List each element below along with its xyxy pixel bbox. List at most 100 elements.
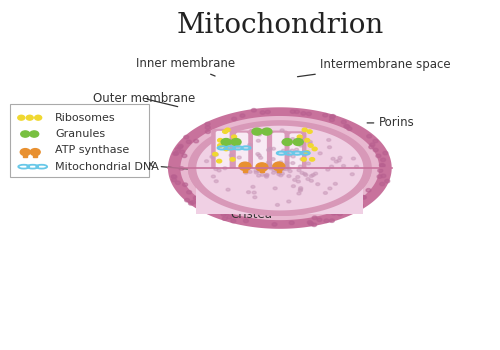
Circle shape xyxy=(248,170,252,173)
Circle shape xyxy=(276,204,280,206)
Circle shape xyxy=(294,148,298,151)
Circle shape xyxy=(272,147,276,150)
Circle shape xyxy=(260,174,264,176)
Circle shape xyxy=(221,213,226,216)
Circle shape xyxy=(334,182,338,185)
Circle shape xyxy=(260,169,264,172)
Circle shape xyxy=(256,163,268,171)
Circle shape xyxy=(297,135,302,139)
Circle shape xyxy=(254,169,258,172)
Circle shape xyxy=(264,175,268,178)
Circle shape xyxy=(362,196,366,199)
Circle shape xyxy=(282,141,286,144)
Circle shape xyxy=(214,168,218,170)
Text: Granules: Granules xyxy=(55,129,105,139)
Circle shape xyxy=(324,191,328,194)
Circle shape xyxy=(289,221,294,225)
FancyBboxPatch shape xyxy=(253,131,267,172)
Circle shape xyxy=(360,195,366,199)
Circle shape xyxy=(254,171,258,174)
Circle shape xyxy=(282,149,286,152)
Circle shape xyxy=(223,167,227,170)
Circle shape xyxy=(26,115,33,120)
Circle shape xyxy=(280,129,284,132)
Circle shape xyxy=(345,125,350,128)
Text: Porins: Porins xyxy=(367,117,415,130)
Circle shape xyxy=(30,131,38,137)
Bar xyxy=(24,152,27,156)
Circle shape xyxy=(246,191,250,194)
FancyBboxPatch shape xyxy=(248,129,272,174)
Circle shape xyxy=(330,219,334,222)
Circle shape xyxy=(244,172,248,174)
Circle shape xyxy=(317,218,322,222)
Circle shape xyxy=(205,126,210,129)
Circle shape xyxy=(20,149,30,155)
Circle shape xyxy=(225,128,230,132)
Circle shape xyxy=(173,152,178,155)
Circle shape xyxy=(237,156,241,159)
Circle shape xyxy=(286,167,290,170)
Circle shape xyxy=(194,139,198,143)
Circle shape xyxy=(276,170,280,173)
Circle shape xyxy=(290,110,295,113)
Circle shape xyxy=(252,191,256,194)
Circle shape xyxy=(257,170,261,173)
Circle shape xyxy=(274,167,278,170)
Circle shape xyxy=(260,111,265,114)
Circle shape xyxy=(328,146,332,149)
Circle shape xyxy=(226,147,230,150)
Circle shape xyxy=(268,167,272,170)
Circle shape xyxy=(291,155,295,158)
Circle shape xyxy=(221,139,231,146)
Circle shape xyxy=(252,128,262,135)
Circle shape xyxy=(277,171,281,174)
Circle shape xyxy=(369,145,374,149)
Circle shape xyxy=(218,139,222,142)
Circle shape xyxy=(297,192,301,195)
Text: Ribosomes: Ribosomes xyxy=(55,113,116,123)
Circle shape xyxy=(214,180,218,183)
Text: Outer membrane: Outer membrane xyxy=(94,92,196,107)
Circle shape xyxy=(322,113,328,117)
Circle shape xyxy=(232,135,236,139)
Circle shape xyxy=(338,156,342,159)
Circle shape xyxy=(258,133,262,136)
Circle shape xyxy=(178,146,182,149)
Circle shape xyxy=(224,212,229,215)
Circle shape xyxy=(172,178,176,182)
Circle shape xyxy=(285,162,289,164)
Circle shape xyxy=(268,163,272,166)
Circle shape xyxy=(292,185,296,188)
Circle shape xyxy=(271,158,275,160)
Circle shape xyxy=(298,188,302,191)
Circle shape xyxy=(300,158,304,161)
Circle shape xyxy=(326,168,330,171)
Circle shape xyxy=(212,175,216,178)
Circle shape xyxy=(273,187,277,190)
Circle shape xyxy=(301,112,306,115)
Bar xyxy=(243,165,247,172)
Circle shape xyxy=(330,115,334,119)
Circle shape xyxy=(222,130,228,133)
Circle shape xyxy=(248,144,252,146)
Text: ATP synthase: ATP synthase xyxy=(55,145,130,155)
Polygon shape xyxy=(196,168,364,214)
Circle shape xyxy=(378,169,383,172)
Circle shape xyxy=(182,183,188,187)
Circle shape xyxy=(373,139,378,143)
Circle shape xyxy=(282,168,286,171)
Circle shape xyxy=(312,147,317,151)
Circle shape xyxy=(311,174,315,176)
Circle shape xyxy=(217,169,221,172)
Circle shape xyxy=(330,118,334,121)
Circle shape xyxy=(184,135,189,139)
Circle shape xyxy=(380,158,386,162)
Circle shape xyxy=(303,173,307,175)
FancyBboxPatch shape xyxy=(10,104,149,177)
Circle shape xyxy=(380,164,385,167)
Circle shape xyxy=(310,175,314,177)
Circle shape xyxy=(316,183,320,186)
FancyBboxPatch shape xyxy=(268,131,289,174)
Circle shape xyxy=(307,130,312,133)
